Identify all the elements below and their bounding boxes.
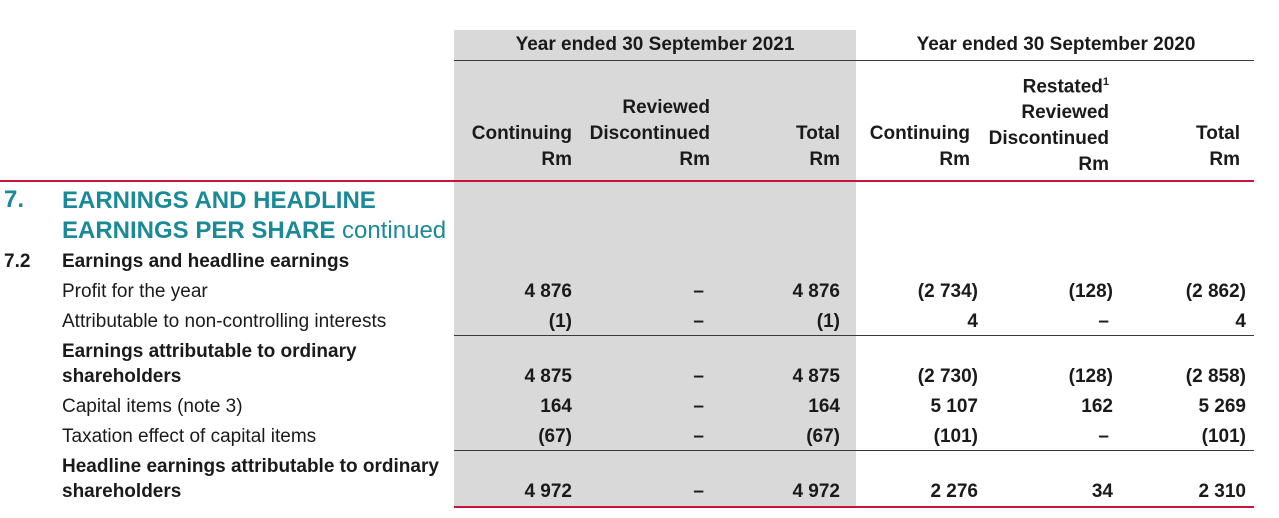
table-cell: 5 107 (930, 396, 978, 417)
row-label: shareholders (62, 481, 182, 502)
header-red-rule (0, 180, 1254, 182)
table-cell: (2 734) (917, 281, 978, 302)
table-cell: (101) (933, 426, 978, 447)
section-title: EARNINGS AND HEADLINE EARNINGS PER SHARE… (62, 187, 447, 244)
table-cell: 164 (808, 396, 840, 417)
bottom-red-rule (454, 506, 1254, 508)
subsection-title: Earnings and headline earnings (62, 251, 350, 272)
subtotal-divider-1 (454, 335, 1254, 336)
col-2020-total: Total Rm (1196, 123, 1240, 170)
table-cell: – (1098, 426, 1109, 447)
year-2021-shaded-column (454, 30, 856, 508)
table-cell: 34 (1091, 481, 1113, 502)
table-cell: 164 (540, 396, 572, 417)
col-2021-discontinued: Reviewed Discontinued Rm (589, 97, 710, 170)
table-cell: – (693, 396, 704, 417)
table-cell: (67) (538, 426, 572, 447)
table-cell: (67) (806, 426, 840, 447)
row-label: Attributable to non-controlling interest… (62, 311, 387, 332)
table-cell: 4 972 (524, 481, 572, 502)
section-number: 7. (4, 186, 25, 213)
restated-footnote-marker: 1 (1102, 76, 1109, 88)
table-cell: (128) (1068, 366, 1113, 387)
row-label: Capital items (note 3) (62, 396, 243, 417)
table-cell: (1) (816, 311, 840, 332)
table-cell: (1) (548, 311, 572, 332)
table-cell: – (693, 481, 704, 502)
subsection-number: 7.2 (4, 251, 31, 272)
col-2020-discontinued: Restated1 Reviewed Discontinued Rm (988, 76, 1109, 176)
table-cell: 4 876 (792, 281, 840, 302)
table-cell: – (1098, 311, 1109, 332)
table-cell: 4 (1235, 311, 1246, 332)
table-cell: 2 276 (930, 481, 978, 502)
table-cell: – (693, 311, 704, 332)
table-cell: (2 862) (1185, 281, 1246, 302)
row-label: Earnings attributable to ordinary (62, 341, 357, 362)
table-cell: (2 858) (1185, 366, 1246, 387)
table-cell: 4 875 (524, 366, 572, 387)
row-label: shareholders (62, 366, 182, 387)
row-label: Headline earnings attributable to ordina… (62, 456, 439, 477)
table-cell: 4 (967, 311, 978, 332)
row-label: Taxation effect of capital items (62, 426, 317, 447)
subtotal-divider-2 (454, 450, 1254, 451)
year-2020-header: Year ended 30 September 2020 (916, 34, 1196, 55)
table-cell: – (693, 366, 704, 387)
row-label: Profit for the year (62, 281, 208, 302)
table-cell: – (693, 426, 704, 447)
table-cell: 2 310 (1198, 481, 1246, 502)
table-cell: 5 269 (1198, 396, 1246, 417)
table-cell: 4 972 (792, 481, 840, 502)
table-cell: (2 730) (917, 366, 978, 387)
col-2021-continuing: Continuing Rm (471, 123, 572, 170)
header-divider (454, 60, 1254, 61)
table-cell: 4 875 (792, 366, 840, 387)
table-cell: 162 (1081, 396, 1113, 417)
table-cell: 4 876 (524, 281, 572, 302)
table-cell: (101) (1201, 426, 1246, 447)
col-2020-continuing: Continuing Rm (869, 123, 970, 170)
col-2021-total: Total Rm (796, 123, 840, 170)
table-cell: (128) (1068, 281, 1113, 302)
table-cell: – (693, 281, 704, 302)
year-2021-header: Year ended 30 September 2021 (515, 34, 795, 55)
